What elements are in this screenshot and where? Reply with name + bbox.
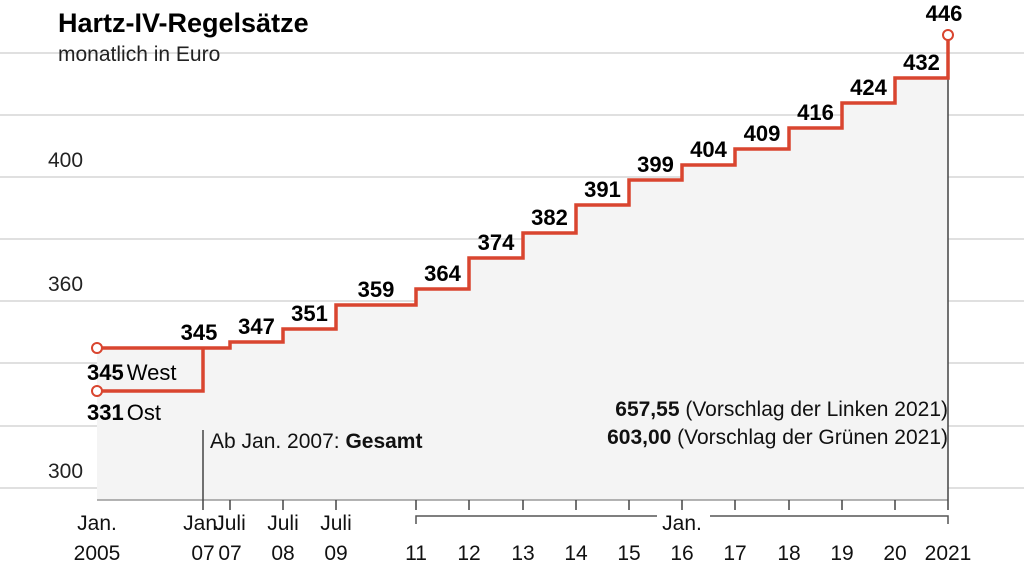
x-tick-label-year: 2005: [74, 542, 121, 565]
west-value: 345: [87, 360, 124, 385]
year-bracket-right: [710, 515, 949, 524]
x-tick-label-year: 07: [218, 542, 241, 565]
x-tick-label-month: Jan.: [77, 512, 117, 535]
value-label: 347: [238, 314, 275, 339]
series-gesamt-line: [203, 35, 950, 350]
x-tick-label-year: 19: [830, 542, 853, 565]
x-tick-label-month: Jan.: [183, 512, 223, 535]
x-tick-label-year: 08: [271, 542, 294, 565]
year-bracket-left: [415, 515, 657, 524]
x-tick-label-month: Juli: [267, 512, 299, 535]
ost-value: 331: [87, 400, 124, 425]
y-tick-label: 400: [48, 149, 83, 172]
value-label: 391: [584, 177, 621, 202]
value-label: 424: [850, 75, 887, 100]
value-label: 364: [424, 261, 461, 286]
value-label: 409: [744, 121, 781, 146]
value-label: 446: [926, 1, 963, 26]
x-tick-label-year: 20: [883, 542, 906, 565]
gesamt-prefix: Ab Jan. 2007:: [210, 430, 345, 453]
x-tick-label-year: 13: [511, 542, 534, 565]
line-layer: [91, 29, 954, 397]
x-tick-label-month: Juli: [320, 512, 352, 535]
x-tick-label-year: 18: [777, 542, 800, 565]
value-label: 351: [291, 301, 328, 326]
linke-text: (Vorschlag der Linken 2021): [680, 398, 949, 421]
x-tick-label-month: Juli: [214, 512, 246, 535]
x-tick-label-year: 12: [457, 542, 480, 565]
gruene-text: (Vorschlag der Grünen 2021): [671, 426, 948, 449]
x-tick-label-year: 2021: [925, 542, 972, 565]
y-tick-label: 360: [48, 273, 83, 296]
linke-proposal: 657,55 (Vorschlag der Linken 2021): [615, 398, 948, 421]
y-tick-label: 300: [48, 460, 83, 483]
value-label: 399: [637, 152, 674, 177]
chart-subtitle: monatlich in Euro: [58, 43, 220, 66]
x-tick-label-year: 14: [564, 542, 588, 565]
x-tick-label-year: 15: [617, 542, 640, 565]
ost-start-marker: [91, 385, 103, 397]
x-tick-label-month: Jan.: [662, 512, 702, 535]
west-label: 345 West: [87, 360, 176, 385]
west-name: West: [127, 360, 177, 385]
x-tick-label-year: 09: [324, 542, 347, 565]
ost-label: 331 Ost: [87, 400, 161, 425]
gesamt-annotation: Ab Jan. 2007: Gesamt: [210, 430, 422, 453]
value-label: 382: [531, 205, 568, 230]
chart-title: Hartz-IV-Regelsätze: [58, 8, 309, 38]
linke-value: 657,55: [615, 398, 680, 421]
x-tick-label-year: 17: [723, 542, 746, 565]
x-tick-label-year: 11: [405, 542, 427, 565]
value-label: 374: [478, 230, 515, 255]
ost-name: Ost: [127, 400, 161, 425]
gesamt-bold: Gesamt: [345, 430, 422, 453]
series-ost-line: [97, 348, 205, 393]
x-tick-label-year: 07: [191, 542, 214, 565]
value-label: 404: [690, 137, 727, 162]
end-marker: [942, 29, 954, 41]
west-start-marker: [91, 342, 103, 354]
gruene-value: 603,00: [607, 426, 671, 449]
value-label: 359: [358, 277, 395, 302]
gruene-proposal: 603,00 (Vorschlag der Grünen 2021): [607, 426, 948, 449]
value-label: 416: [797, 100, 834, 125]
value-label: 345: [181, 320, 218, 345]
value-label: 432: [903, 50, 940, 75]
x-tick-label-year: 16: [670, 542, 693, 565]
